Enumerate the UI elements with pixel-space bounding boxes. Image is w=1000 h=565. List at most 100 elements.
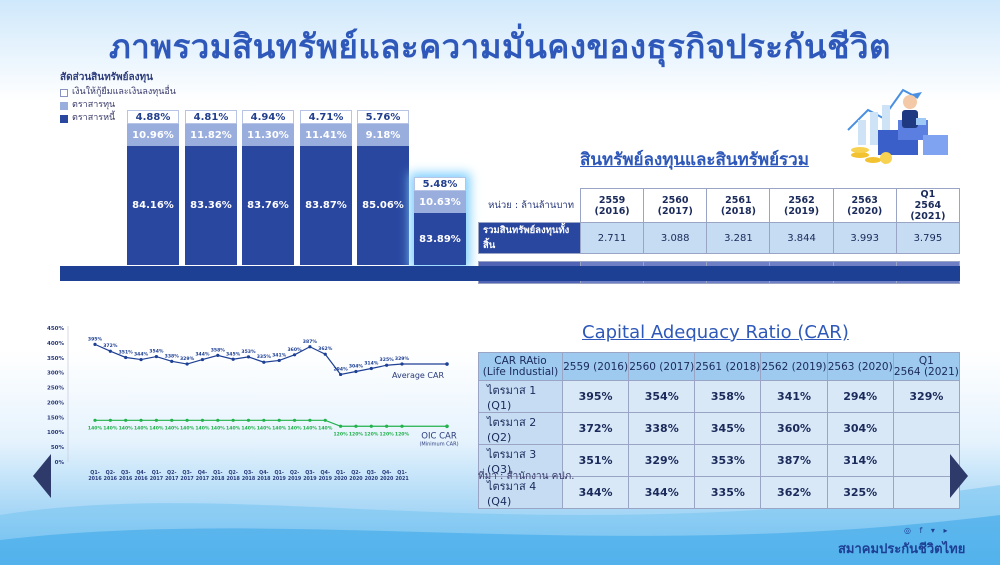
- x-tick-label: Q3-: [244, 470, 253, 476]
- data-label: 140%: [195, 425, 210, 431]
- y-tick-label: 350%: [47, 356, 64, 362]
- x-tick-label: 2019: [319, 476, 333, 482]
- data-point: [93, 418, 97, 422]
- legend-label: ตราสารหนี้: [72, 113, 116, 123]
- data-point: [339, 372, 343, 377]
- series-label-average: Average CAR: [392, 371, 444, 380]
- legend-swatch: [60, 88, 68, 97]
- bar-segment: 5.76%: [357, 110, 409, 124]
- row-label: ไตรมาส 1 (Q1): [478, 380, 563, 413]
- data-point: [308, 418, 312, 422]
- legend-item: ตราสารหนี้: [60, 112, 176, 125]
- data-point: [308, 345, 312, 349]
- x-tick-label: 2019: [288, 476, 302, 482]
- x-tick-label: Q1-: [336, 470, 345, 476]
- data-point: [93, 342, 97, 346]
- data-label: 140%: [88, 425, 103, 431]
- bar-segment: 4.81%: [185, 110, 237, 124]
- x-tick-label: Q1-: [274, 470, 283, 476]
- table-cell: 372%: [561, 412, 630, 445]
- series-label-oic: OIC CAR: [421, 431, 457, 441]
- data-point: [445, 362, 449, 366]
- table-row: รวมสินทรัพย์ลงทุนทั้งสิ้น 2.711 3.088 3.…: [478, 222, 961, 254]
- column-header: 2563 (2020): [826, 352, 894, 381]
- column-header: Q1 2564 (2021): [895, 188, 961, 223]
- column-header: 2561 (2018): [706, 188, 771, 223]
- x-tick-label: Q4-: [321, 470, 330, 476]
- column-header: 2562 (2019): [769, 188, 834, 223]
- data-point: [124, 418, 128, 422]
- bar-segment: 9.18%: [357, 124, 409, 146]
- car-table: CAR RAtio (Life Industial) 2559 (2016) 25…: [478, 352, 961, 509]
- row-label: ไตรมาส 2 (Q2): [478, 412, 563, 445]
- data-point: [170, 418, 174, 422]
- data-label: 140%: [180, 425, 195, 431]
- data-point: [445, 424, 449, 429]
- x-tick-label: 2016: [119, 476, 133, 482]
- data-point: [231, 357, 235, 361]
- stacked-bar: 4.94% 11.30% 83.76%: [242, 110, 294, 265]
- x-tick-label: Q1-: [90, 470, 99, 476]
- table-row: ไตรมาส 2 (Q2) 372% 338% 345% 360% 304%: [478, 412, 961, 445]
- chevron-left-icon[interactable]: [33, 454, 51, 498]
- section-divider-band: [60, 266, 960, 281]
- data-label: 345%: [226, 351, 241, 357]
- data-label: 120%: [333, 431, 348, 437]
- stacked-bar: 4.88% 10.96% 84.16%: [127, 110, 179, 265]
- stacked-bar: 5.48% 10.63% 83.89%: [414, 177, 466, 265]
- y-tick-label: 50%: [51, 445, 65, 451]
- x-tick-label: Q2-: [290, 470, 299, 476]
- x-tick-label: Q2-: [228, 470, 237, 476]
- x-tick-label: 2020: [349, 476, 363, 482]
- legend-swatch: [60, 114, 68, 123]
- legend-label: ตราสารทุน: [72, 100, 116, 110]
- x-tick-label: Q4-: [259, 470, 268, 476]
- data-label: 338%: [165, 353, 180, 359]
- data-label: 344%: [195, 352, 210, 358]
- social-icons[interactable]: ◎ f ▾ ▸: [904, 526, 951, 535]
- table-header-row: CAR RAtio (Life Industial) 2559 (2016) 25…: [478, 352, 961, 381]
- data-label: 358%: [211, 347, 226, 353]
- y-tick-label: 400%: [47, 341, 64, 347]
- data-label: 140%: [149, 425, 164, 431]
- bar-segment: 10.96%: [127, 124, 179, 146]
- row-label: รวมสินทรัพย์ลงทุนทั้งสิ้น: [478, 222, 581, 254]
- table-cell: 351%: [561, 444, 630, 477]
- data-label: 344%: [134, 352, 149, 358]
- x-tick-label: 2020: [365, 476, 379, 482]
- data-point: [262, 360, 266, 364]
- table-cell: 344%: [561, 476, 630, 509]
- x-tick-label: 2019: [273, 476, 287, 482]
- data-label: 387%: [303, 339, 318, 345]
- data-label: 140%: [226, 425, 241, 431]
- column-header: 2561 (2018): [694, 352, 762, 381]
- column-header: 2559 (2016): [579, 188, 645, 223]
- table-cell: 3.844: [769, 222, 834, 254]
- x-tick-label: 2016: [88, 476, 102, 482]
- x-tick-label: Q2-: [167, 470, 176, 476]
- chevron-right-icon[interactable]: [950, 454, 968, 498]
- data-point: [108, 418, 112, 422]
- bar-segment: 83.76%: [242, 146, 294, 265]
- data-point: [339, 424, 343, 428]
- x-tick-label: 2017: [196, 476, 209, 482]
- table-cell: 358%: [694, 380, 762, 413]
- table-cell: 3.088: [643, 222, 708, 254]
- data-point: [369, 366, 373, 371]
- x-tick-label: Q3-: [367, 470, 376, 476]
- column-header: 2562 (2019): [760, 352, 828, 381]
- x-tick-label: Q1-: [397, 470, 406, 476]
- x-tick-label: Q2-: [351, 470, 360, 476]
- legend: เงินให้กู้ยืมและเงินลงทุนอื่น ตราสารทุน …: [60, 86, 176, 125]
- car-line-chart: 0% 50% 100% 150% 200% 250% 300% 350% 400% 450% Q1-…: [47, 326, 459, 482]
- data-label: 120%: [349, 431, 364, 437]
- x-tick-label: Q1-: [152, 470, 161, 476]
- table-cell: 3.795: [895, 222, 961, 254]
- data-point: [323, 352, 327, 356]
- data-label: 140%: [103, 425, 118, 431]
- table-cell: 395%: [561, 380, 630, 413]
- table-cell: 3.281: [706, 222, 771, 254]
- data-label: 120%: [395, 431, 410, 437]
- legend-swatch: [60, 101, 68, 110]
- table-cell: 304%: [826, 412, 894, 445]
